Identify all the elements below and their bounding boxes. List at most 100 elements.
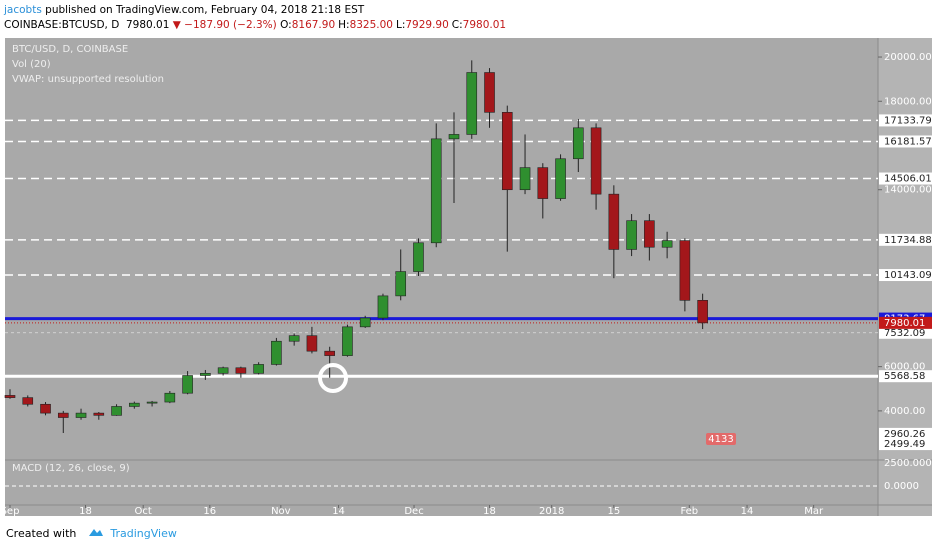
- published: published on TradingView.com, February 0…: [45, 4, 365, 16]
- level-label: 14506.01: [884, 174, 932, 185]
- candle-body: [377, 295, 389, 319]
- candle-body: [573, 127, 584, 160]
- level-label: 17133.79: [884, 115, 932, 126]
- x-tick-label: 18: [483, 506, 496, 516]
- quote-line: COINBASE:BTCUSD, D 7980.01 ▼ −187.90 (−2…: [4, 18, 509, 33]
- level-label-bg: [879, 114, 932, 127]
- candle-body: [644, 220, 655, 248]
- candle-body: [324, 350, 335, 356]
- legend-vol: Vol (20): [12, 59, 51, 70]
- candle-body: [164, 392, 176, 403]
- ohlc-value: 8325.00: [349, 19, 393, 31]
- chart: BTC/USD, D, COINBASE Vol (20) VWAP: unsu…: [1, 38, 932, 516]
- quote: 7980.01: [126, 19, 170, 31]
- x-tick-label: Oct: [135, 506, 152, 516]
- y-tick-label: 4000.00: [884, 406, 925, 417]
- ohlc-key: H:: [338, 19, 350, 31]
- level-label: 2960.26: [884, 429, 925, 440]
- candle-body: [430, 138, 442, 244]
- x-tick-label: 16: [203, 506, 216, 516]
- candle-body: [235, 367, 247, 374]
- candle-body: [288, 335, 300, 342]
- candle-body: [253, 364, 264, 374]
- candle-body: [484, 72, 495, 113]
- level-label: 7532.09: [884, 328, 925, 339]
- candle-body: [519, 167, 531, 191]
- candle-body: [93, 412, 105, 416]
- candle-body: [200, 372, 211, 376]
- y-tick-label: 18000.00: [884, 96, 932, 107]
- candle-body: [146, 401, 158, 404]
- candle-body: [129, 402, 140, 407]
- ohlc-value: 8167.90: [291, 19, 336, 31]
- marks: 20000.00 18000.00 14000.00 6000.00 4000.00 Se…: [1, 52, 932, 516]
- candle-body: [555, 158, 566, 199]
- ohlc-key: O:: [280, 19, 292, 31]
- macd-title: MACD (12, 26, close, 9): [12, 463, 130, 474]
- level-label-bg: [879, 316, 932, 329]
- candle-body: [22, 397, 34, 405]
- candle-body: [217, 367, 229, 374]
- candle-body: [501, 112, 513, 191]
- legend-vwap: VWAP: unsupported resolution: [12, 74, 164, 85]
- candle-body: [537, 167, 549, 199]
- x-tick-label: 14: [741, 506, 754, 516]
- ohlc-key: L:: [395, 19, 406, 31]
- candle-body: [395, 271, 407, 297]
- x-tick-label: Dec: [404, 506, 423, 516]
- candle-body: [75, 412, 87, 418]
- level-label-bg: [879, 135, 932, 148]
- annotation-circle: [318, 363, 348, 393]
- x-tick-label: 18: [79, 506, 92, 516]
- candle-body: [306, 335, 318, 352]
- candle-body: [271, 340, 282, 365]
- candle-body: [182, 375, 193, 394]
- candle-body: [359, 317, 371, 328]
- footer-brand[interactable]: TradingView: [110, 527, 177, 540]
- level-label: 5568.58: [884, 371, 925, 382]
- candle-body: [661, 240, 673, 248]
- level-label: 10143.09: [884, 270, 932, 281]
- x-tick-label: Mar: [804, 506, 824, 516]
- candle-body: [57, 412, 69, 418]
- author[interactable]: jacobts: [4, 4, 42, 16]
- tv-logo: [88, 529, 103, 536]
- level-label-bg: [879, 233, 932, 246]
- level-label-bg: [879, 172, 932, 185]
- macd-tick: 0.0000: [884, 481, 919, 492]
- y-tick-label: 14000.00: [884, 185, 932, 196]
- x-tick-label: Nov: [271, 506, 291, 516]
- candle-body: [342, 326, 353, 356]
- level-label: 11734.88: [884, 235, 932, 246]
- macd-tick: 2500.0000: [884, 458, 932, 469]
- candle-body: [111, 406, 122, 416]
- candle-body: [40, 403, 51, 414]
- change: ▼ −187.90 (−2.3%): [172, 19, 277, 31]
- ohlc-key: C:: [451, 19, 463, 31]
- candle-body: [679, 240, 691, 301]
- level-label: 16181.57: [884, 136, 932, 147]
- candle-body: [448, 134, 460, 140]
- level-label: 7980.01: [884, 318, 925, 329]
- footer: Created with TradingView: [0, 518, 932, 550]
- ohlc: O:8167.90 H:8325.00 L:7929.90 C:7980.01: [280, 19, 509, 31]
- level-label-bg: [879, 269, 932, 282]
- candle-body: [590, 127, 602, 195]
- ohlc-value: 7980.01: [462, 19, 507, 31]
- candle-body: [697, 300, 708, 324]
- y-tick-label: 20000.00: [884, 52, 932, 63]
- candle-body: [608, 193, 620, 250]
- x-tick-label: 14: [332, 506, 345, 516]
- x-tick-label: Feb: [680, 506, 698, 516]
- candle-body: [413, 242, 424, 272]
- level-label-bg: [879, 438, 932, 451]
- symbol: COINBASE:BTCUSD, D: [4, 19, 120, 31]
- level-label-bg: [879, 326, 932, 339]
- publish-line: jacobts published on TradingView.com, Fe…: [4, 3, 509, 18]
- y-tick-label: 6000.00: [884, 362, 925, 373]
- candle-body: [466, 72, 478, 135]
- volume-badge: 4133: [708, 434, 733, 445]
- x-tick-label: Sep: [1, 506, 20, 516]
- candle-body: [626, 220, 637, 250]
